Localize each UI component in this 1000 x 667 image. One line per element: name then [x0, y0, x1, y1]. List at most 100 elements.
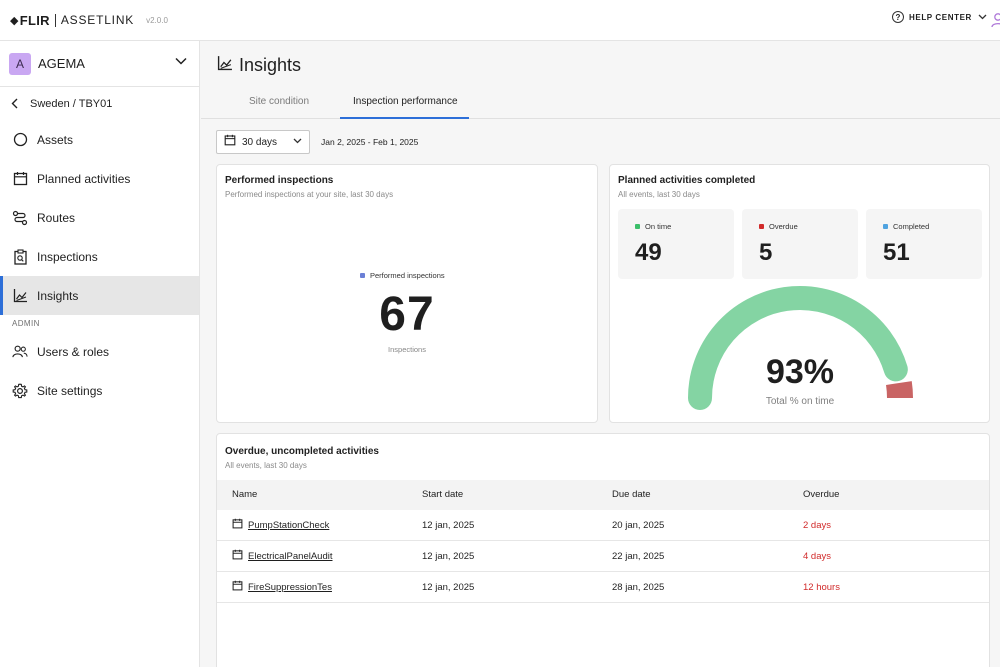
chart-icon: [217, 55, 233, 76]
status-dot: [883, 224, 888, 229]
card-subtitle: Performed inspections at your site, last…: [225, 190, 394, 199]
status-dot: [759, 224, 764, 229]
sidebar-item-site-settings[interactable]: Site settings: [0, 371, 199, 410]
card-subtitle: All events, last 30 days: [618, 190, 700, 199]
users-icon: [12, 344, 28, 360]
legend-label: Performed inspections: [370, 271, 445, 280]
tab-inspection-performance[interactable]: Inspection performance: [353, 96, 458, 107]
calendar-icon: [232, 580, 243, 594]
page-title: Insights: [217, 55, 301, 76]
top-bar: ◆ FLIR ASSETLINK v2.0.0 ? HELP CENTER: [0, 0, 1000, 41]
gauge-label: Total % on time: [765, 396, 835, 407]
brand-primary: FLIR: [19, 12, 50, 28]
table-row: FireSuppressionTes 12 jan, 2025 28 jan, …: [217, 572, 989, 603]
sidebar-item-label: Insights: [37, 288, 79, 303]
page-title-text: Insights: [239, 55, 302, 75]
gauge-percent: 93%: [765, 353, 835, 391]
sidebar-item-label: Assets: [37, 132, 74, 147]
clipboard-icon: [12, 248, 28, 265]
brand-secondary: ASSETLINK: [60, 13, 135, 27]
tab-site-condition[interactable]: Site condition: [249, 96, 310, 107]
date-range-text: Jan 2, 2025 - Feb 1, 2025: [321, 137, 419, 147]
flir-mark-icon: ◆: [10, 14, 19, 27]
sidebar-item-assets[interactable]: Assets: [0, 120, 199, 159]
stat-label: On time: [645, 222, 672, 231]
column-header-start-date[interactable]: Start date: [422, 489, 464, 500]
performed-inspections-card: Performed inspections Performed inspecti…: [216, 164, 598, 423]
calendar-icon: [232, 549, 243, 563]
table-header: Name Start date Due date Overdue: [217, 480, 989, 510]
sidebar-item-label: Users & roles: [37, 344, 110, 359]
column-header-overdue[interactable]: Overdue: [803, 489, 840, 500]
sidebar-item-users-roles[interactable]: Users & roles: [0, 332, 199, 371]
routes-icon: [12, 210, 28, 226]
column-header-name[interactable]: Name: [232, 489, 258, 500]
tab-bar: Site condition Inspection performance: [201, 91, 1000, 119]
on-time-gauge: [688, 286, 914, 410]
sidebar: A AGEMA Sweden / TBY01 Assets Planned ac…: [0, 41, 200, 667]
overdue-activities-card: Overdue, uncompleted activities All even…: [216, 433, 990, 667]
admin-section-label: ADMIN: [12, 319, 40, 328]
activity-link[interactable]: FireSuppressionTes: [248, 581, 332, 593]
stat-completed: Completed 51: [866, 209, 982, 279]
main-content: Insights Site condition Inspection perfo…: [201, 41, 1000, 667]
start-date-cell: 12 jan, 2025: [422, 551, 475, 562]
stat-header: Overdue: [759, 222, 798, 231]
activity-name-cell: PumpStationCheck: [232, 518, 329, 532]
sidebar-item-label: Routes: [37, 210, 76, 225]
performed-unit: Inspections: [388, 345, 426, 354]
card-title: Planned activities completed: [618, 175, 756, 186]
sidebar-item-label: Site settings: [37, 383, 103, 398]
calendar-icon: [232, 518, 243, 532]
help-center-button[interactable]: ? HELP CENTER: [892, 11, 987, 23]
activity-link[interactable]: PumpStationCheck: [248, 519, 330, 531]
performed-count: 67: [379, 288, 435, 341]
stat-header: Completed: [883, 222, 929, 231]
legend-swatch: [360, 273, 365, 278]
chevron-down-icon: [978, 14, 987, 20]
org-avatar: A: [9, 52, 31, 75]
card-title: Overdue, uncompleted activities: [225, 446, 379, 457]
calendar-icon: [12, 171, 28, 187]
sidebar-item-label: Planned activities: [37, 171, 131, 186]
user-avatar-icon[interactable]: [989, 11, 1000, 29]
active-tab-indicator: [340, 117, 469, 119]
sidebar-item-insights[interactable]: Insights: [0, 276, 199, 315]
gauge-on-time-arc: [688, 286, 908, 410]
date-range-select[interactable]: 30 days: [216, 130, 310, 154]
stat-value: 49: [635, 239, 662, 266]
due-date-cell: 20 jan, 2025: [612, 520, 665, 531]
chart-legend: Performed inspections: [360, 271, 445, 280]
stat-value: 5: [759, 239, 773, 266]
help-icon: ?: [892, 11, 904, 23]
card-title: Performed inspections: [225, 175, 334, 186]
brand-logo[interactable]: ◆ FLIR ASSETLINK v2.0.0: [10, 13, 168, 28]
column-header-due-date[interactable]: Due date: [612, 489, 651, 500]
sidebar-item-routes[interactable]: Routes: [0, 198, 199, 237]
site-back-link[interactable]: Sweden / TBY01: [0, 87, 199, 120]
stat-on-time: On time 49: [618, 209, 734, 279]
chevron-left-icon: [11, 98, 18, 109]
due-date-cell: 28 jan, 2025: [612, 582, 665, 593]
chevron-down-icon: [293, 138, 302, 144]
site-path: Sweden / TBY01: [30, 97, 113, 110]
gear-icon: [12, 383, 28, 399]
help-center-label: HELP CENTER: [909, 12, 972, 22]
activity-link[interactable]: ElectricalPanelAudit: [248, 550, 333, 562]
gauge-overdue-arc: [885, 381, 914, 399]
stat-label: Completed: [893, 222, 930, 231]
date-range-value: 30 days: [242, 136, 278, 148]
start-date-cell: 12 jan, 2025: [422, 582, 475, 593]
org-switcher[interactable]: A AGEMA: [0, 41, 199, 87]
sidebar-item-label: Inspections: [37, 249, 98, 264]
due-date-cell: 22 jan, 2025: [612, 551, 665, 562]
brand-divider: [54, 13, 56, 27]
table-row: ElectricalPanelAudit 12 jan, 2025 22 jan…: [217, 541, 989, 572]
sidebar-item-inspections[interactable]: Inspections: [0, 237, 199, 276]
chart-icon: [12, 288, 28, 304]
table-row: PumpStationCheck 12 jan, 2025 20 jan, 20…: [217, 510, 989, 541]
sidebar-item-planned-activities[interactable]: Planned activities: [0, 159, 199, 198]
flir-logo: ◆ FLIR: [10, 13, 50, 28]
org-name: AGEMA: [38, 56, 85, 71]
overdue-cell: 4 days: [803, 551, 831, 562]
